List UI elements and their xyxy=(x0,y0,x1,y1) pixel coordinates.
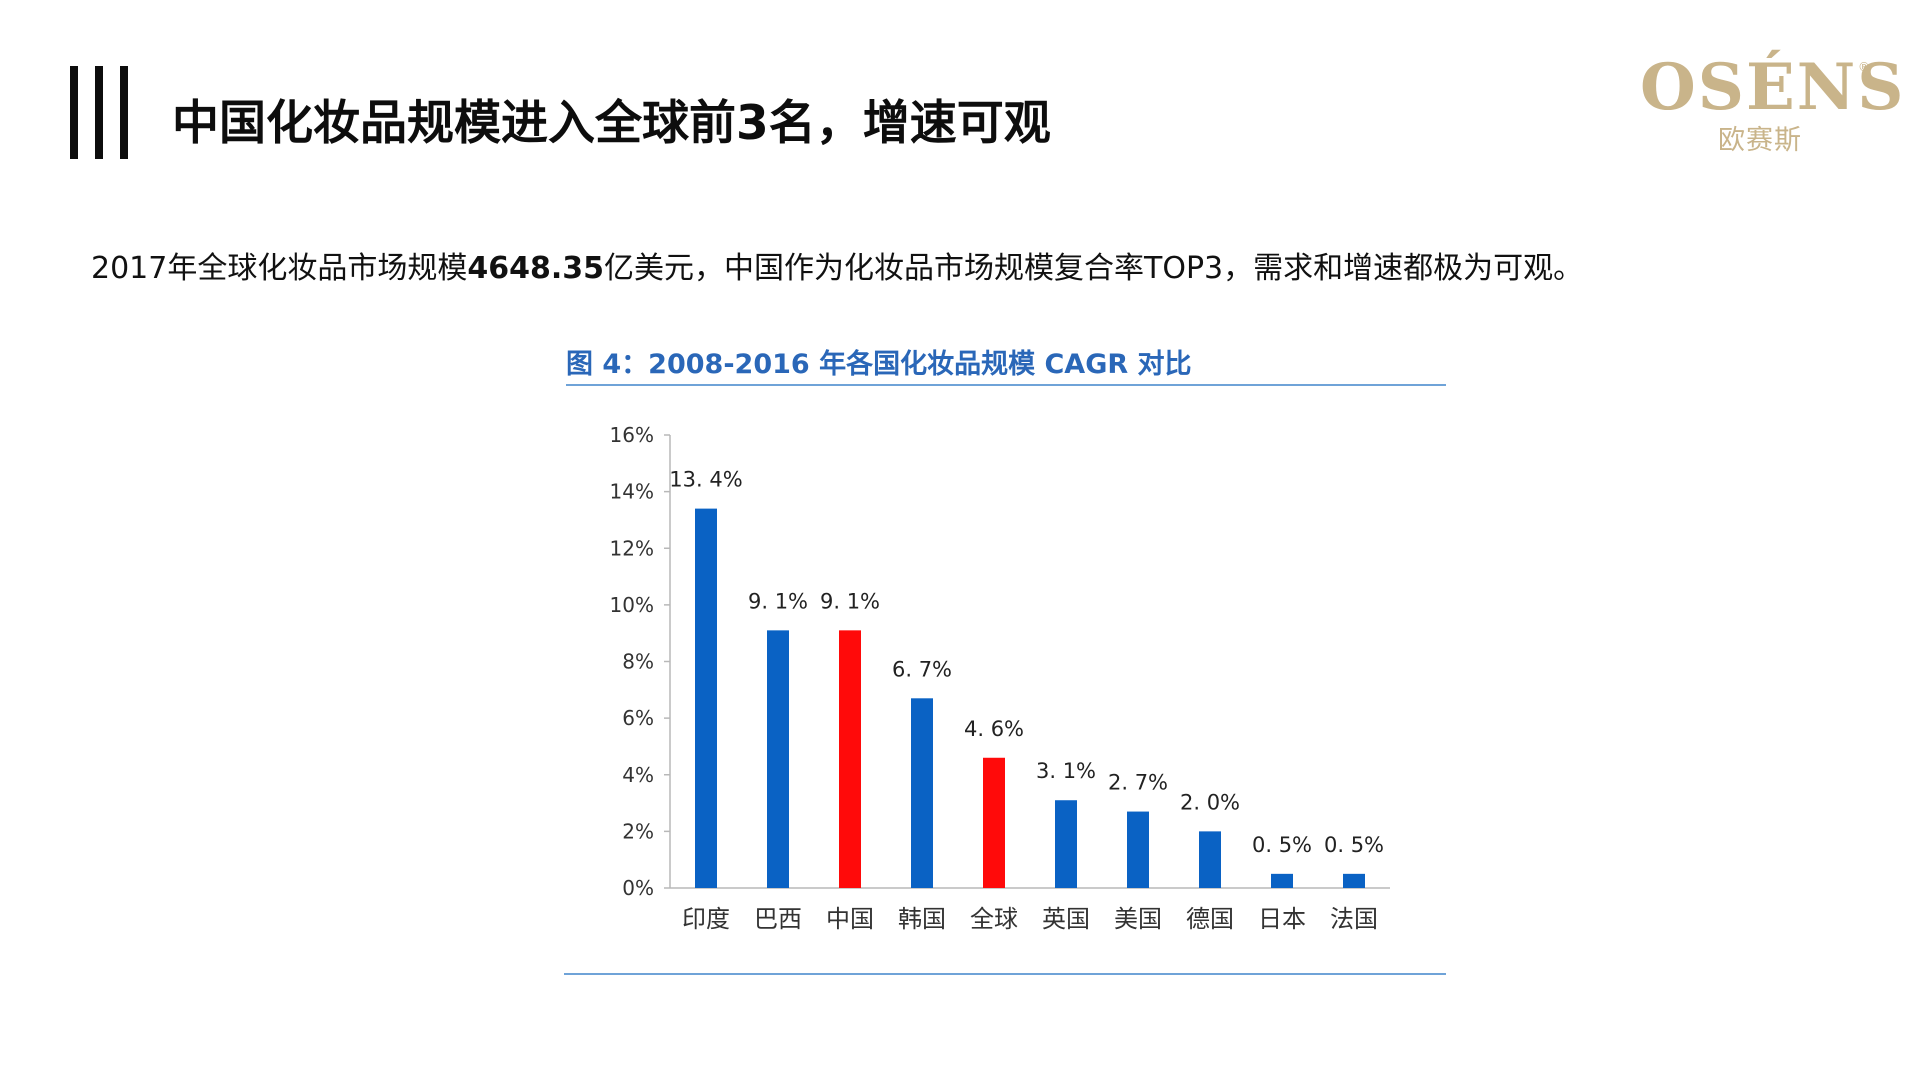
bar-value-label: 9. 1% xyxy=(748,589,808,613)
bar-value-label: 9. 1% xyxy=(820,589,880,613)
bar-value-label: 2. 7% xyxy=(1108,771,1168,795)
bar-5 xyxy=(983,757,1005,888)
logo-registered-mark: ® xyxy=(1858,60,1870,74)
title-accent-bar xyxy=(95,66,103,159)
y-tick-label: 4% xyxy=(622,763,654,787)
intro-prefix: 2017年全球化妆品市场规模 xyxy=(91,251,468,286)
x-tick-label: 法国 xyxy=(1330,905,1378,933)
bar-7 xyxy=(1127,811,1149,888)
bar-value-label: 6. 7% xyxy=(892,657,952,681)
intro-paragraph: 2017年全球化妆品市场规模4648.35亿美元，中国作为化妆品市场规模复合率T… xyxy=(91,243,1583,287)
y-tick-label: 8% xyxy=(622,650,654,674)
y-tick-label: 10% xyxy=(610,593,654,617)
intro-suffix: 亿美元，中国作为化妆品市场规模复合率TOP3，需求和增速都极为可观。 xyxy=(604,251,1584,286)
x-tick-label: 日本 xyxy=(1258,905,1306,933)
page-title: 中国化妆品规模进入全球前3名，增速可观 xyxy=(172,96,1051,151)
x-tick-label: 中国 xyxy=(826,905,874,933)
bar-value-label: 3. 1% xyxy=(1036,759,1096,783)
y-tick-label: 16% xyxy=(610,423,654,447)
y-tick-label: 12% xyxy=(610,536,654,560)
bar-value-label: 4. 6% xyxy=(964,717,1024,741)
bar-4 xyxy=(911,698,933,888)
bar-2 xyxy=(767,630,789,888)
bar-9 xyxy=(1271,873,1293,888)
intro-highlight: 4648.35 xyxy=(467,251,604,286)
title-accent-bars xyxy=(70,66,132,159)
brand-logo: OSÉNS ® 欧赛斯 xyxy=(1640,50,1906,172)
bar-value-label: 0. 5% xyxy=(1252,833,1312,857)
x-tick-label: 巴西 xyxy=(754,905,802,933)
x-tick-label: 印度 xyxy=(682,905,730,933)
bar-value-label: 13. 4% xyxy=(669,468,742,492)
y-tick-label: 14% xyxy=(610,480,654,504)
x-tick-label: 德国 xyxy=(1186,905,1234,933)
x-tick-label: 英国 xyxy=(1042,905,1090,933)
y-tick-label: 2% xyxy=(622,819,654,843)
bar-value-label: 2. 0% xyxy=(1180,790,1240,814)
logo-wordmark: OSÉNS xyxy=(1640,50,1906,125)
title-accent-bar xyxy=(120,66,128,159)
x-tick-label: 韩国 xyxy=(898,905,946,933)
title-accent-bar xyxy=(70,66,78,159)
x-tick-label: 全球 xyxy=(970,905,1018,933)
y-tick-label: 0% xyxy=(622,876,654,900)
bar-value-label: 0. 5% xyxy=(1324,833,1384,857)
chart-title: 图 4：2008-2016 年各国化妆品规模 CAGR 对比 xyxy=(566,348,1192,380)
bar-8 xyxy=(1199,831,1221,888)
bar-3 xyxy=(839,630,861,888)
bar-6 xyxy=(1055,800,1077,888)
y-tick-label: 6% xyxy=(622,706,654,730)
bar-10 xyxy=(1343,873,1365,888)
bar-1 xyxy=(695,508,717,888)
x-tick-label: 美国 xyxy=(1114,905,1162,933)
logo-chinese-name: 欧赛斯 xyxy=(1718,125,1802,156)
